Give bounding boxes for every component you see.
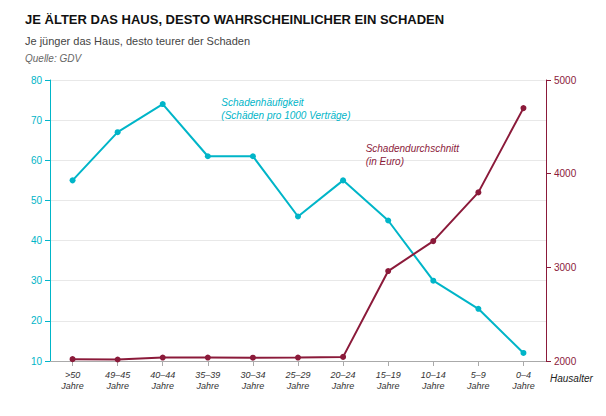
svg-text:5000: 5000 (554, 75, 577, 86)
svg-text:10–14: 10–14 (421, 370, 446, 380)
svg-text:Quelle: GDV: Quelle: GDV (25, 53, 82, 64)
svg-text:60: 60 (31, 155, 43, 166)
svg-text:20–24: 20–24 (330, 370, 356, 380)
svg-text:(Schäden pro 1000 Verträge): (Schäden pro 1000 Verträge) (221, 110, 350, 121)
svg-text:40: 40 (31, 235, 43, 246)
svg-text:Jahre: Jahre (466, 381, 490, 391)
svg-text:80: 80 (31, 75, 43, 86)
svg-text:Jahre: Jahre (376, 381, 400, 391)
svg-text:>50: >50 (65, 370, 80, 380)
svg-text:JE ÄLTER DAS HAUS, DESTO WAHRS: JE ÄLTER DAS HAUS, DESTO WAHRSCHEINLICHE… (25, 12, 444, 27)
svg-text:Hausalter: Hausalter (550, 373, 593, 384)
svg-text:0–4: 0–4 (516, 370, 531, 380)
svg-text:49–45: 49–45 (105, 370, 131, 380)
svg-text:Jahre: Jahre (331, 381, 355, 391)
svg-text:Jahre: Jahre (60, 381, 84, 391)
svg-text:40–44: 40–44 (150, 370, 175, 380)
svg-text:Je jünger das Haus, desto teur: Je jünger das Haus, desto teurer der Sch… (25, 35, 250, 47)
svg-text:15–19: 15–19 (376, 370, 401, 380)
svg-text:50: 50 (31, 195, 43, 206)
svg-text:2000: 2000 (554, 356, 577, 367)
svg-text:25–29: 25–29 (284, 370, 310, 380)
svg-text:30–34: 30–34 (240, 370, 265, 380)
svg-text:Schadenhäufigkeit: Schadenhäufigkeit (221, 97, 305, 108)
svg-text:Jahre: Jahre (196, 381, 220, 391)
svg-text:Jahre: Jahre (241, 381, 265, 391)
svg-text:Jahre: Jahre (286, 381, 310, 391)
svg-text:Jahre: Jahre (511, 381, 535, 391)
svg-text:Schadendurchschnitt: Schadendurchschnitt (366, 143, 461, 154)
svg-text:35–39: 35–39 (195, 370, 220, 380)
svg-text:5–9: 5–9 (471, 370, 486, 380)
svg-text:Jahre: Jahre (150, 381, 174, 391)
svg-text:30: 30 (31, 275, 43, 286)
svg-text:20: 20 (31, 315, 43, 326)
svg-text:10: 10 (31, 356, 43, 367)
svg-text:(in Euro): (in Euro) (366, 156, 404, 167)
svg-text:4000: 4000 (554, 168, 577, 179)
svg-text:3000: 3000 (554, 262, 577, 273)
svg-text:Jahre: Jahre (105, 381, 129, 391)
svg-text:70: 70 (31, 115, 43, 126)
svg-text:Jahre: Jahre (421, 381, 445, 391)
